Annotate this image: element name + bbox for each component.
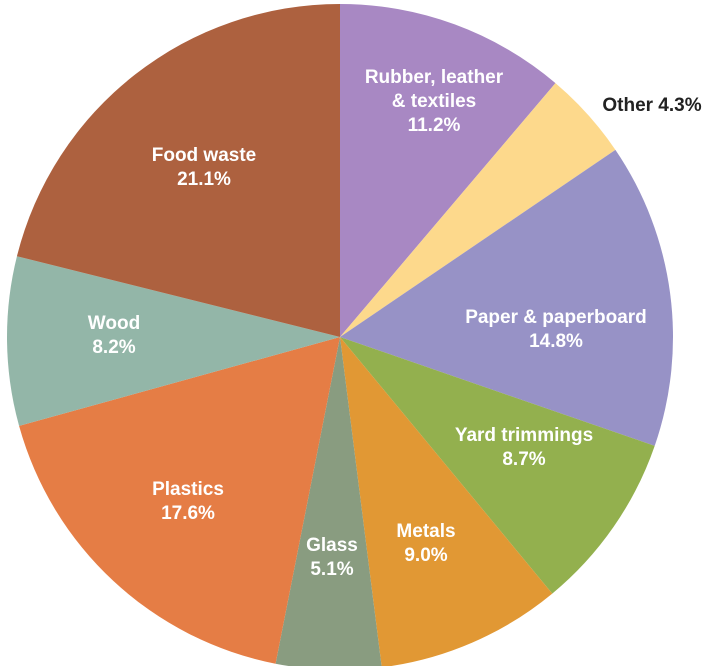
- slices-layer: [7, 4, 674, 666]
- slice-yard-trimmings: [340, 337, 655, 594]
- slice-label-food-waste: Food waste 21.1%: [152, 145, 257, 190]
- slice-label-yard-trimmings: Yard trimmings 8.7%: [455, 425, 593, 470]
- slice-label-rubber-leather-textiles: Rubber, leather & textiles 11.2%: [365, 67, 504, 136]
- slice-metals: [340, 337, 553, 666]
- slice-food-waste: [16, 4, 340, 337]
- slice-label-glass: Glass 5.1%: [306, 535, 358, 580]
- slice-plastics: [19, 337, 341, 664]
- slice-wood: [7, 256, 341, 426]
- slice-label-metals: Metals 9.0%: [396, 521, 455, 566]
- slice-label-other: Other 4.3%: [602, 95, 701, 116]
- slice-paper-paperboard: [340, 149, 674, 446]
- slice-label-paper-paperboard: Paper & paperboard 14.8%: [465, 307, 647, 352]
- slice-glass: [275, 337, 382, 666]
- labels-layer: Rubber, leather & textiles 11.2% Other 4.3%…: [88, 67, 702, 580]
- slice-label-wood: Wood 8.2%: [88, 313, 140, 358]
- slice-other: [340, 83, 616, 337]
- slice-rubber-leather-textiles: [340, 4, 556, 337]
- slice-label-plastics: Plastics 17.6%: [152, 479, 224, 524]
